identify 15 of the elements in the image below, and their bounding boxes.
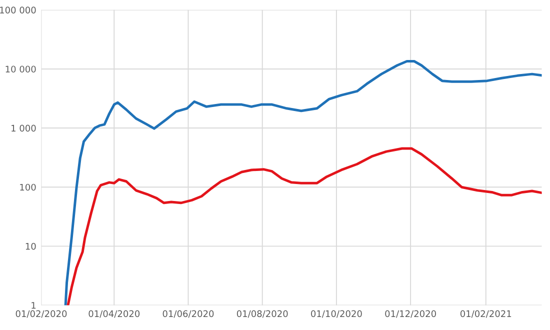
x-tick-label: 01/08/2020 <box>236 310 288 318</box>
x-tick-label: 01/12/2020 <box>385 310 436 318</box>
x-tick-label: 01/02/2020 <box>16 310 67 318</box>
x-tick-label: 01/10/2020 <box>311 310 362 318</box>
y-tick-label: 10 000 <box>6 66 36 73</box>
y-tick-label: 100 000 <box>0 6 36 14</box>
x-tick-label: 01/06/2020 <box>162 310 214 318</box>
y-tick-label: 1 <box>32 302 36 309</box>
line-series <box>66 147 542 306</box>
line-series <box>64 60 542 306</box>
y-tick-label: 100 <box>20 184 36 191</box>
y-tick-label: 10 <box>26 242 36 250</box>
y-tick-label: 1 000 <box>12 124 36 132</box>
x-tick-label: 01/02/2021 <box>460 310 512 318</box>
x-tick-label: 01/04/2020 <box>88 310 140 318</box>
